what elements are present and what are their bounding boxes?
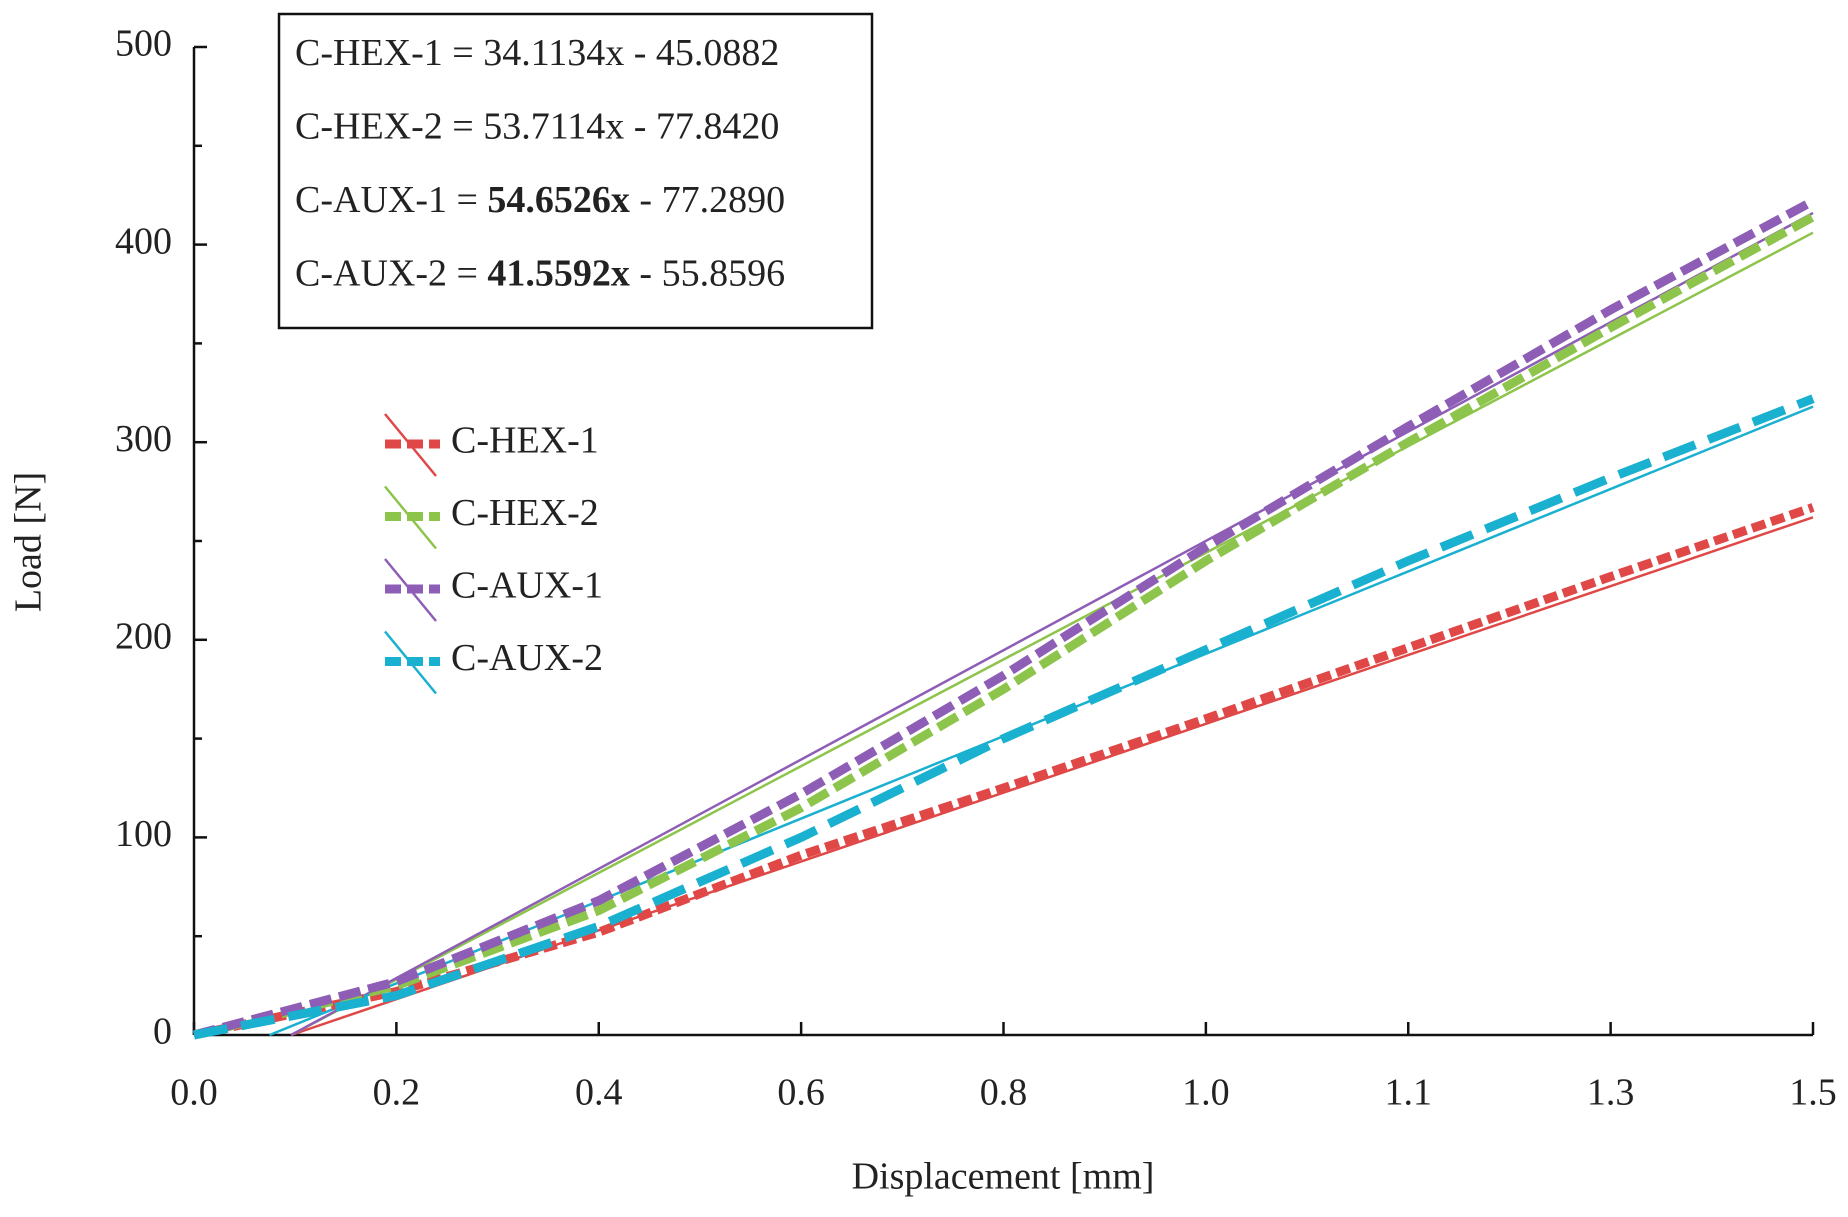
equation: C-AUX-1 = 54.6526x - 77.2890 (295, 179, 785, 221)
data-line (192, 212, 1816, 1040)
equation: C-AUX-2 = 41.5592x - 55.8596 (295, 252, 785, 294)
x-tick-label: 0.6 (777, 1072, 825, 1114)
equation-part: 34.1134x (483, 32, 624, 74)
y-tick-label: 200 (115, 616, 172, 658)
equation: C-HEX-1 = 34.1134x - 45.0882 (295, 32, 779, 74)
legend-label: C-AUX-2 (451, 637, 603, 679)
equation-part: C-HEX-1 = (295, 32, 483, 74)
equation-part: C-HEX-2 = (295, 105, 483, 147)
equation-part: 53.7114x (483, 105, 624, 147)
equation-box (277, 12, 874, 330)
equation: C-HEX-2 = 53.7114x - 77.8420 (295, 105, 779, 147)
equation-part: - 55.8596 (630, 252, 785, 294)
legend-label: C-HEX-1 (451, 420, 599, 462)
equation-part: 54.6526x (487, 179, 630, 221)
y-tick-label: 300 (115, 418, 172, 460)
legend-label: C-HEX-2 (451, 492, 599, 534)
legend-item: C-AUX-2 (384, 630, 603, 695)
legend-item: C-AUX-1 (384, 558, 603, 622)
fit-line (290, 231, 1814, 1037)
x-tick-label: 0.8 (980, 1072, 1028, 1114)
x-tick-label: 1.5 (1789, 1072, 1837, 1114)
x-tick-label: 1.1 (1385, 1072, 1433, 1114)
y-tick-label: 100 (115, 813, 172, 855)
fit-line (290, 211, 1814, 1037)
y-axis-label: Load [N] (8, 472, 50, 612)
data-line (193, 394, 1815, 1040)
legend-label: C-AUX-1 (451, 565, 603, 607)
x-tick-label: 0.0 (170, 1072, 218, 1114)
x-tick-label: 0.2 (373, 1072, 421, 1114)
y-tick-label: 500 (115, 23, 172, 65)
equation-part: - 45.0882 (624, 32, 779, 74)
y-tick-label: 400 (115, 220, 172, 262)
x-tick-label: 0.4 (575, 1072, 623, 1114)
x-tick-label: 1.3 (1587, 1072, 1635, 1114)
equation-part: 41.5592x (487, 252, 630, 294)
x-axis-label: Displacement [mm] (852, 1156, 1155, 1198)
equation-part: - 77.2890 (630, 179, 785, 221)
equation-part: - 77.8420 (624, 105, 779, 147)
legend-item: C-HEX-1 (384, 413, 599, 477)
equation-part: C-AUX-2 = (295, 252, 487, 294)
data-line (192, 197, 1816, 1040)
equation-part: C-AUX-1 = (295, 179, 487, 221)
x-tick-label: 1.0 (1182, 1072, 1230, 1114)
legend-item: C-HEX-2 (384, 485, 599, 550)
data-line (193, 503, 1815, 1040)
y-tick-label: 0 (153, 1011, 172, 1053)
